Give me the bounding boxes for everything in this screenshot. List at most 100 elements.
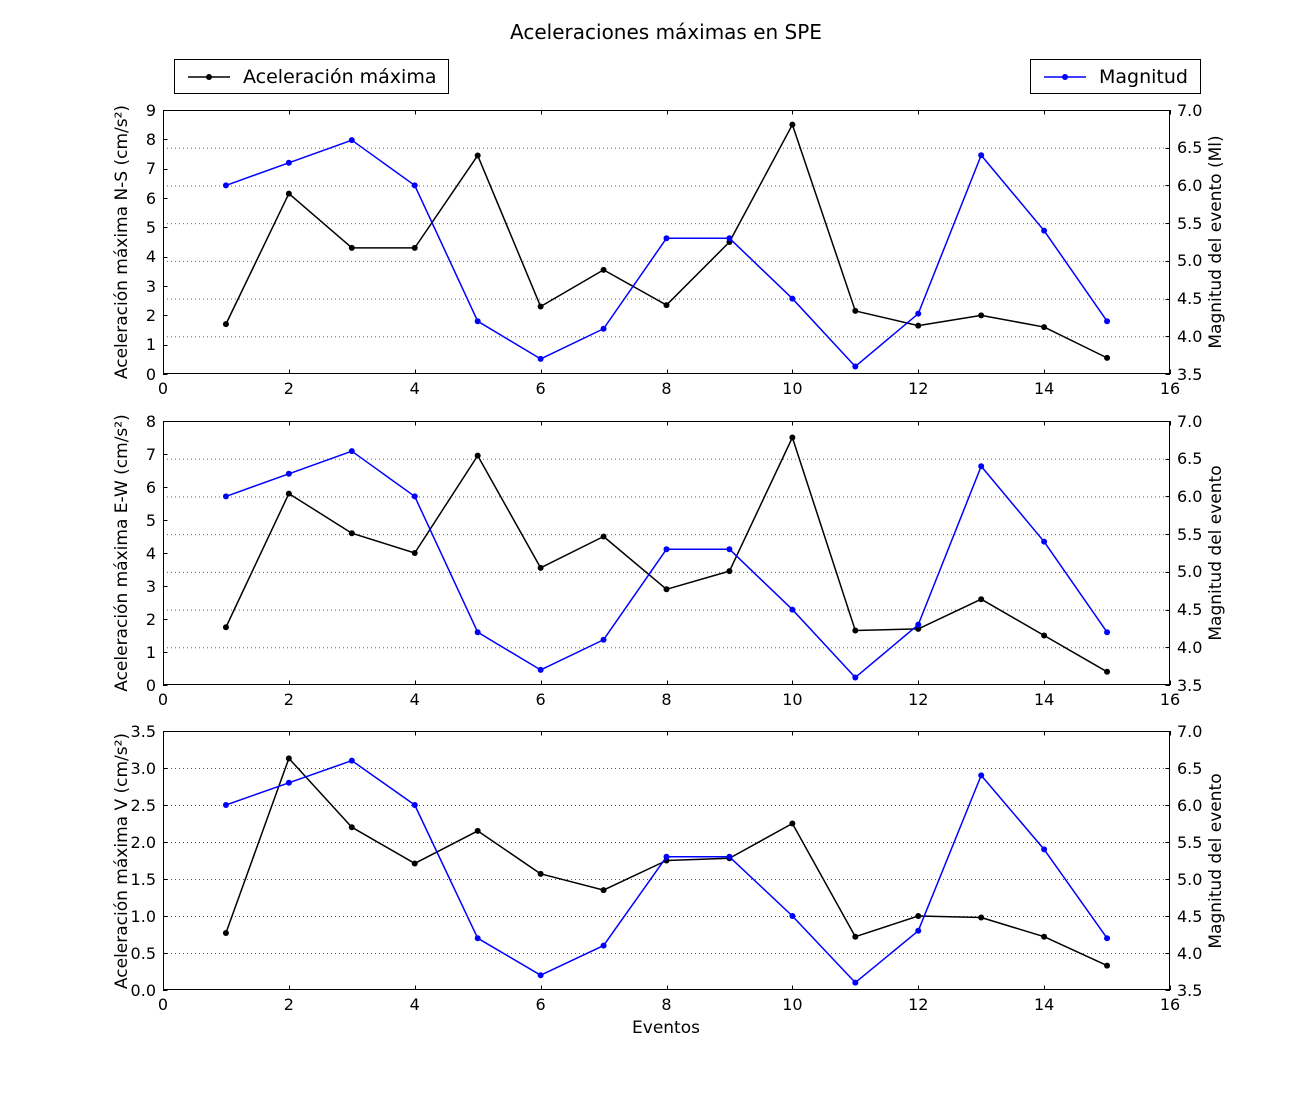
magnitude-data-point — [222, 802, 229, 808]
left-y-tick-label: 7 — [145, 444, 156, 464]
right-y-tick-label: 4.5 — [1177, 906, 1203, 926]
x-tick-label: 16 — [1159, 379, 1181, 398]
left-y-tick-label: 7 — [145, 159, 156, 179]
acceleration-data-point — [1104, 668, 1111, 675]
magnitude-data-point — [915, 621, 922, 628]
acceleration-data-point — [537, 303, 544, 310]
x-axis-label: Eventos — [632, 1018, 700, 1038]
left-y-tick-label: 0 — [145, 364, 156, 384]
acceleration-data-point — [1104, 962, 1111, 969]
acceleration-data-point — [474, 452, 481, 459]
right-y-tick-label: 7.0 — [1177, 411, 1203, 431]
left-y-tick-label: 1.5 — [130, 869, 156, 889]
acceleration-data-point — [411, 550, 418, 556]
left-y-tick-label: 9 — [145, 100, 156, 120]
x-tick-label: 16 — [1159, 690, 1181, 709]
acceleration-data-point — [537, 870, 544, 877]
left-y-tick-label: 0 — [145, 675, 156, 695]
legend-magnitude: Magnitud — [1030, 59, 1201, 94]
magnitude-data-point — [1104, 318, 1111, 325]
x-tick-label: 14 — [1033, 995, 1055, 1014]
acceleration-data-point — [285, 190, 292, 197]
left-y-tick-label: 1 — [145, 335, 156, 355]
right-y-tick-label: 4.5 — [1177, 289, 1203, 309]
magnitude-data-point — [915, 310, 922, 317]
x-tick-label: 2 — [283, 690, 294, 709]
left-y-tick-label: 5 — [145, 510, 156, 530]
x-tick-label: 10 — [782, 995, 803, 1014]
magnitude-data-point — [537, 666, 544, 673]
left-y-tick-label: 3.5 — [130, 721, 156, 741]
x-tick-label: 12 — [908, 690, 929, 709]
left-y-tick-label: 0.0 — [130, 980, 156, 1000]
left-y-tick-label: 2.5 — [130, 795, 156, 815]
magnitude-data-point — [1041, 227, 1048, 234]
right-y-tick-label: 6.5 — [1177, 758, 1203, 778]
left-y-tick-label: 2 — [145, 609, 156, 629]
magnitude-data-point — [978, 152, 985, 159]
acceleration-data-point — [978, 312, 985, 319]
left-y-tick-label: 8 — [145, 411, 156, 431]
magnitude-data-point — [852, 979, 859, 986]
axes-frame — [163, 421, 1170, 685]
right-y-tick-label: 5.0 — [1177, 562, 1203, 582]
right-y-tick-label: 6.0 — [1177, 795, 1203, 815]
acceleration-line-sample — [188, 73, 230, 80]
x-tick-label: 10 — [782, 690, 803, 709]
magnitude-data-point — [285, 159, 292, 166]
magnitude-data-point — [852, 363, 859, 370]
magnitude-data-point — [978, 772, 985, 779]
right-y-tick-label: 5.5 — [1177, 213, 1203, 233]
left-y-tick-label: 1 — [145, 642, 156, 662]
right-y-tick-label: 4.0 — [1177, 326, 1203, 346]
x-tick-label: 0 — [157, 379, 169, 398]
acceleration-data-point — [852, 307, 859, 314]
acceleration-data-point — [1041, 632, 1048, 639]
x-tick-label: 6 — [535, 690, 546, 709]
x-tick-label: 0 — [157, 690, 169, 709]
right-y-tick-label: 4.0 — [1177, 637, 1203, 657]
acceleration-data-point — [1041, 933, 1048, 940]
right-y-tick-label: 5.0 — [1177, 251, 1203, 271]
magnitude-data-point — [1104, 629, 1111, 636]
x-tick-label: 14 — [1033, 690, 1055, 709]
x-tick-label: 2 — [283, 379, 294, 398]
acceleration-data-point — [915, 913, 922, 919]
subplot-3-plot-area — [163, 731, 1171, 991]
acceleration-data-point — [915, 322, 922, 329]
acceleration-data-point — [1104, 354, 1111, 361]
acceleration-data-point — [852, 627, 859, 634]
magnitude-data-point — [726, 546, 733, 553]
right-y-tick-label: 6.0 — [1177, 175, 1203, 195]
magnitude-series-line — [225, 759, 1108, 984]
magnitude-data-point — [411, 182, 418, 189]
right-y-tick-label: 7.0 — [1177, 721, 1203, 741]
magnitude-data-point — [537, 972, 544, 979]
x-tick-label: 8 — [661, 690, 672, 709]
right-y-tick-label: 4.0 — [1177, 943, 1203, 963]
magnitude-data-point — [285, 470, 292, 477]
left-y-tick-label: 4 — [145, 543, 156, 563]
magnitude-data-point — [852, 674, 859, 681]
magnitude-data-point — [1041, 846, 1048, 853]
x-tick-label: 0 — [157, 995, 169, 1014]
magnitude-data-point — [600, 942, 607, 949]
right-y-tick-label: 3.5 — [1177, 675, 1203, 695]
axes-frame — [163, 731, 1170, 990]
acceleration-data-point — [348, 530, 355, 537]
x-tick-label: 4 — [409, 379, 420, 398]
legend-acceleration-label: Aceleración máxima — [243, 65, 437, 88]
magnitude-data-point — [663, 546, 670, 553]
right-y-tick-label: 3.5 — [1177, 364, 1203, 384]
magnitude-data-point — [663, 853, 670, 860]
acceleration-data-point — [726, 568, 733, 575]
magnitude-data-point — [915, 927, 922, 934]
acceleration-data-point — [600, 266, 607, 273]
x-tick-label: 4 — [409, 690, 420, 709]
magnitude-series-line — [225, 450, 1108, 679]
magnitude-data-point — [726, 853, 733, 860]
acceleration-data-point — [600, 887, 607, 894]
acceleration-data-point — [789, 820, 796, 827]
x-tick-label: 6 — [535, 379, 546, 398]
x-tick-label: 14 — [1033, 379, 1055, 398]
